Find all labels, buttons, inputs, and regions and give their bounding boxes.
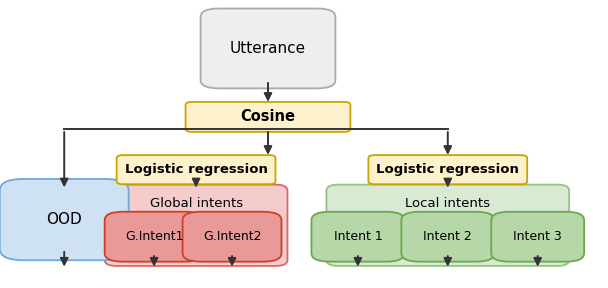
FancyBboxPatch shape (105, 212, 204, 262)
FancyBboxPatch shape (491, 212, 584, 262)
Text: Global intents: Global intents (150, 198, 243, 211)
FancyBboxPatch shape (201, 9, 336, 88)
Text: Logistic regression: Logistic regression (125, 163, 268, 176)
Text: Logistic regression: Logistic regression (376, 163, 519, 176)
Text: Intent 1: Intent 1 (334, 230, 382, 243)
Text: Intent 2: Intent 2 (423, 230, 472, 243)
FancyBboxPatch shape (105, 185, 288, 266)
FancyBboxPatch shape (401, 212, 494, 262)
Text: Intent 3: Intent 3 (513, 230, 562, 243)
FancyBboxPatch shape (326, 185, 569, 266)
Text: OOD: OOD (46, 212, 82, 227)
FancyBboxPatch shape (0, 179, 129, 260)
FancyBboxPatch shape (368, 155, 527, 184)
FancyBboxPatch shape (185, 102, 350, 132)
Text: Local intents: Local intents (406, 198, 490, 211)
FancyBboxPatch shape (311, 212, 404, 262)
Text: G.Intent1: G.Intent1 (125, 230, 184, 243)
Text: Cosine: Cosine (241, 109, 295, 124)
Text: Utterance: Utterance (230, 41, 306, 56)
FancyBboxPatch shape (117, 155, 275, 184)
Text: G.Intent2: G.Intent2 (203, 230, 261, 243)
FancyBboxPatch shape (182, 212, 282, 262)
